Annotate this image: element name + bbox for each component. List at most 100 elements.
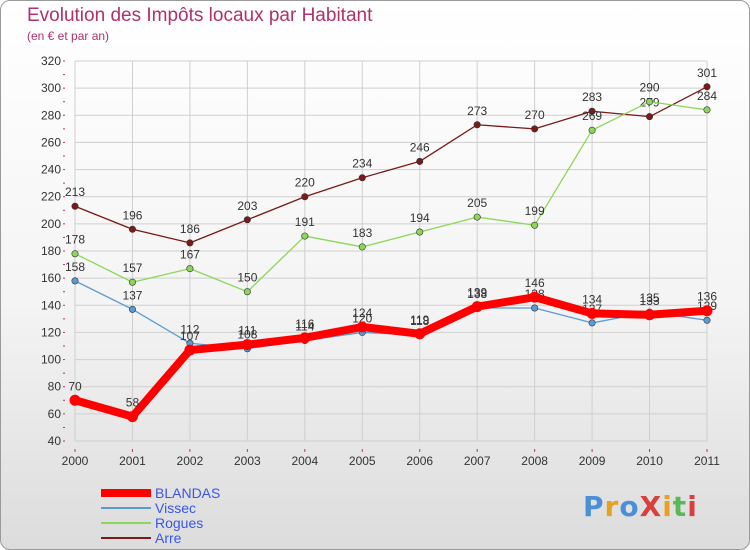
data-label-arre: 220 xyxy=(295,176,315,190)
logo-letter: t xyxy=(672,490,688,523)
data-point-rogues xyxy=(531,221,539,229)
x-tick-label: 2004 xyxy=(291,454,318,468)
logo-letter: X xyxy=(639,490,663,523)
legend-label-rogues: Rogues xyxy=(155,514,204,531)
data-point-rogues xyxy=(301,232,309,240)
data-label-arre: 273 xyxy=(467,104,487,118)
y-tick-label: 240 xyxy=(41,163,61,177)
data-label-blandas: 119 xyxy=(410,313,429,327)
x-tick-label: 2000 xyxy=(62,454,89,468)
data-label-blandas: 58 xyxy=(126,396,140,410)
data-point-rogues xyxy=(71,250,79,258)
data-point-arre xyxy=(473,121,481,129)
y-tick-label: 280 xyxy=(41,108,61,122)
y-tick-label: 200 xyxy=(41,217,61,231)
data-point-vissec xyxy=(128,305,136,313)
legend-label-vissec: Vissec xyxy=(155,499,196,516)
data-point-arre xyxy=(243,216,251,224)
data-label-arre: 301 xyxy=(697,66,717,80)
data-point-rogues xyxy=(646,98,654,106)
legend-item-blandas: BLANDAS xyxy=(101,485,220,500)
x-tick-label: 2005 xyxy=(349,454,376,468)
x-tick-label: 2003 xyxy=(234,454,261,468)
data-label-blandas: 111 xyxy=(238,324,257,338)
data-point-vissec xyxy=(703,316,711,324)
legend-swatch-arre xyxy=(101,536,151,539)
data-label-rogues: 284 xyxy=(697,89,717,103)
data-label-blandas: 136 xyxy=(697,290,717,304)
y-tick-label: 40 xyxy=(48,434,62,448)
data-point-blandas xyxy=(69,394,81,406)
data-point-arre xyxy=(416,157,424,165)
series-line-arre xyxy=(74,86,708,244)
data-label-vissec: 118 xyxy=(410,314,429,328)
x-tick-label: 2010 xyxy=(636,454,663,468)
data-point-vissec xyxy=(531,304,539,312)
data-label-rogues: 191 xyxy=(295,215,315,229)
data-point-arre xyxy=(71,202,79,210)
data-label-blandas: 133 xyxy=(640,294,660,308)
x-tick-label: 2001 xyxy=(119,454,146,468)
data-label-rogues: 290 xyxy=(640,81,660,95)
y-tick-label: 220 xyxy=(41,190,61,204)
legend-swatch-vissec xyxy=(101,506,151,509)
proxiti-logo: ProXiti xyxy=(583,490,698,523)
data-point-blandas xyxy=(126,411,138,423)
legend-item-vissec: Vissec xyxy=(101,500,220,515)
data-point-blandas xyxy=(586,307,598,319)
data-label-rogues: 150 xyxy=(237,271,257,285)
data-label-rogues: 157 xyxy=(122,261,142,275)
data-label-blandas: 116 xyxy=(295,317,314,331)
data-label-arre: 283 xyxy=(582,90,602,104)
data-point-blandas xyxy=(701,305,713,317)
data-point-rogues xyxy=(703,106,711,114)
x-tick-label: 2006 xyxy=(406,454,433,468)
data-point-blandas xyxy=(184,344,196,356)
x-tick-label: 2002 xyxy=(177,454,204,468)
data-label-blandas: 139 xyxy=(467,286,487,300)
y-tick-label: 260 xyxy=(41,135,61,149)
logo-letter: o xyxy=(619,490,640,523)
data-point-arre xyxy=(646,113,654,121)
y-tick-label: 160 xyxy=(41,271,61,285)
legend-item-arre: Arre xyxy=(101,530,220,545)
data-label-rogues: 199 xyxy=(525,204,545,218)
data-label-vissec: 135 xyxy=(640,291,660,305)
data-label-rogues: 183 xyxy=(352,226,372,240)
data-label-vissec: 137 xyxy=(122,288,142,302)
y-tick-label: 140 xyxy=(41,298,61,312)
data-label-rogues: 167 xyxy=(180,248,200,262)
data-label-blandas: 134 xyxy=(582,292,602,306)
data-label-rogues: 178 xyxy=(65,233,85,247)
data-point-blandas xyxy=(471,301,483,313)
legend-label-blandas: BLANDAS xyxy=(155,484,221,501)
y-tick-label: 100 xyxy=(41,353,61,367)
chart-subtitle: (en € et par an) xyxy=(27,29,110,43)
data-point-blandas xyxy=(356,321,368,333)
data-point-rogues xyxy=(588,126,596,134)
data-label-blandas: 107 xyxy=(180,329,200,343)
y-tick-label: 180 xyxy=(41,244,61,258)
legend: BLANDAS Vissec Rogues Arre xyxy=(101,485,220,545)
data-label-blandas: 70 xyxy=(68,379,82,393)
data-label-arre: 213 xyxy=(65,185,85,199)
x-tick-label: 2011 xyxy=(694,454,720,468)
data-label-rogues: 205 xyxy=(467,196,487,210)
data-label-blandas: 146 xyxy=(525,276,545,290)
data-label-arre: 234 xyxy=(352,157,372,171)
data-point-arre xyxy=(531,125,539,133)
data-point-rogues xyxy=(473,213,481,221)
legend-swatch-blandas xyxy=(101,488,151,497)
data-label-arre: 270 xyxy=(525,108,545,122)
data-point-rogues xyxy=(243,288,251,296)
data-label-vissec: 158 xyxy=(65,260,85,274)
chart-title: Evolution des Impôts locaux par Habitant xyxy=(27,5,373,26)
data-label-vissec: 108 xyxy=(237,328,257,342)
data-label-rogues: 194 xyxy=(410,211,430,225)
data-point-blandas xyxy=(529,291,541,303)
y-tick-label: 120 xyxy=(41,325,61,339)
data-label-vissec: 112 xyxy=(180,322,199,336)
data-label-vissec: 114 xyxy=(295,320,314,334)
